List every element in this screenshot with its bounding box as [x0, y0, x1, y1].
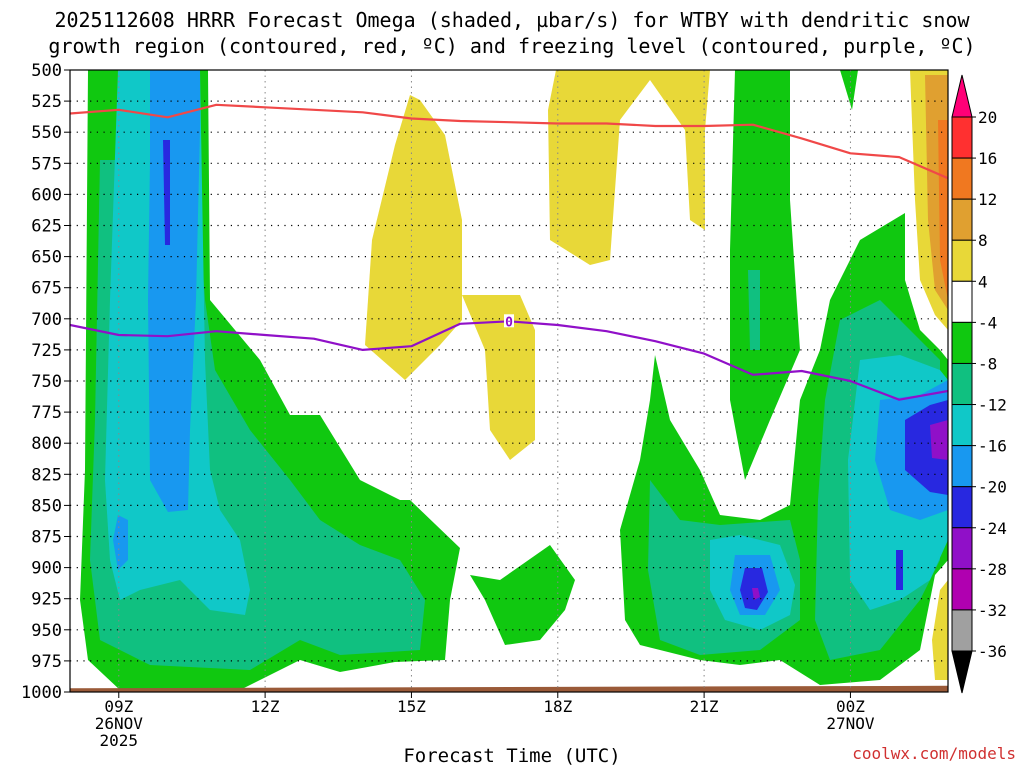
colorbar-segment [951, 404, 973, 447]
contour-label: 0 [505, 315, 513, 330]
colorbar-segment [951, 116, 973, 159]
y-tick-label: 1000 [21, 683, 62, 703]
colorbar-segment [951, 609, 973, 652]
x-tick-date: 26NOV [95, 714, 144, 733]
colorbar-label: -32 [978, 601, 1007, 620]
y-tick-label: 650 [31, 248, 62, 268]
credit-text: coolwx.com/models [852, 744, 1016, 763]
y-tick-label: 525 [31, 92, 62, 112]
y-tick-label: 800 [31, 434, 62, 454]
y-tick-label: 550 [31, 123, 62, 143]
y-tick-label: 975 [31, 652, 62, 672]
omega-yellow-region [932, 580, 948, 680]
x-tick-year: 2025 [100, 731, 139, 750]
omega-green-region [840, 70, 858, 110]
ground-surface [70, 685, 948, 692]
omega-yellow-region [548, 70, 710, 265]
x-tick-label: 18Z [543, 697, 572, 716]
contour-lines: 0 [70, 103, 948, 401]
y-tick-label: 700 [31, 310, 62, 330]
omega-teal-region [748, 270, 760, 350]
colorbar-bottom-arrow [951, 650, 973, 694]
omega-darkblue-region [896, 550, 903, 590]
colorbar-label: -8 [978, 354, 997, 373]
y-tick-label: 600 [31, 185, 62, 205]
y-tick-label: 625 [31, 217, 62, 237]
y-tick-label: 500 [31, 61, 62, 81]
gridlines [70, 70, 948, 692]
colorbar-label: -12 [978, 396, 1007, 415]
omega-green-region [730, 70, 800, 480]
y-tick-label: 875 [31, 528, 62, 548]
colorbar-label: -16 [978, 437, 1007, 456]
colorbar-segment [951, 362, 973, 406]
omega-yellow-region [365, 95, 462, 380]
colorbar-label: 16 [978, 149, 997, 168]
chart-title-line1: 2025112608 HRRR Forecast Omega (shaded, … [54, 8, 970, 32]
x-tick-label: 12Z [251, 697, 280, 716]
colorbar-segment [951, 280, 973, 323]
colorbar-label: -4 [978, 313, 997, 332]
x-tick-label: 00Z [836, 697, 865, 716]
omega-green-region [470, 545, 575, 645]
x-axis-title: Forecast Time (UTC) [403, 745, 621, 767]
omega-purple-region [752, 588, 760, 600]
ground-fill [70, 685, 948, 692]
y-axis: 500 525 550 575 600 625 650 675 700 725 750 775 800 8… [21, 61, 70, 703]
colorbar-label: 12 [978, 190, 997, 209]
colorbar: 20 16 12 8 4 -4 -8 -12 -16 -20 -24 -28 -32 -36 [951, 74, 1007, 694]
omega-blue-region [148, 70, 200, 512]
y-tick-label: 825 [31, 465, 62, 485]
y-tick-label: 775 [31, 403, 62, 423]
x-tick-label: 15Z [397, 697, 426, 716]
x-tick-date: 27NOV [826, 714, 875, 733]
colorbar-segment [951, 198, 973, 241]
chart-title-line2: growth region (contoured, red, ºC) and f… [48, 34, 976, 58]
y-tick-label: 950 [31, 621, 62, 641]
colorbar-label: -36 [978, 642, 1007, 661]
colorbar-top-arrow [951, 74, 973, 118]
omega-purple-region [930, 420, 948, 460]
omega-orange-region [938, 120, 948, 300]
colorbar-segment [951, 568, 973, 611]
y-tick-label: 750 [31, 372, 62, 392]
y-tick-label: 925 [31, 590, 62, 610]
x-tick-label: 21Z [690, 697, 719, 716]
plot-frame [69, 69, 949, 693]
contour-label-bg [504, 314, 514, 328]
colorbar-label: -28 [978, 560, 1007, 579]
dgz-contour-line [70, 103, 948, 180]
colorbar-segment [951, 527, 973, 570]
x-tick-label: 09Z [104, 697, 133, 716]
y-tick-label: 850 [31, 496, 62, 516]
y-tick-label: 675 [31, 279, 62, 299]
colorbar-segment [951, 157, 973, 200]
omega-shading [80, 70, 948, 690]
y-tick-label: 725 [31, 341, 62, 361]
omega-darkblue-region [163, 140, 170, 245]
y-tick-label: 900 [31, 559, 62, 579]
colorbar-label: 4 [978, 272, 988, 291]
colorbar-label: 20 [978, 108, 997, 127]
colorbar-segment [951, 321, 973, 364]
colorbar-label: 8 [978, 231, 988, 250]
colorbar-segment [951, 239, 973, 282]
colorbar-segment [951, 486, 973, 529]
colorbar-segment [951, 445, 973, 488]
omega-blue-region [113, 515, 128, 570]
y-tick-label: 575 [31, 154, 62, 174]
omega-yellow-region [462, 295, 535, 460]
colorbar-label: -24 [978, 519, 1007, 538]
colorbar-label: -20 [978, 478, 1007, 497]
